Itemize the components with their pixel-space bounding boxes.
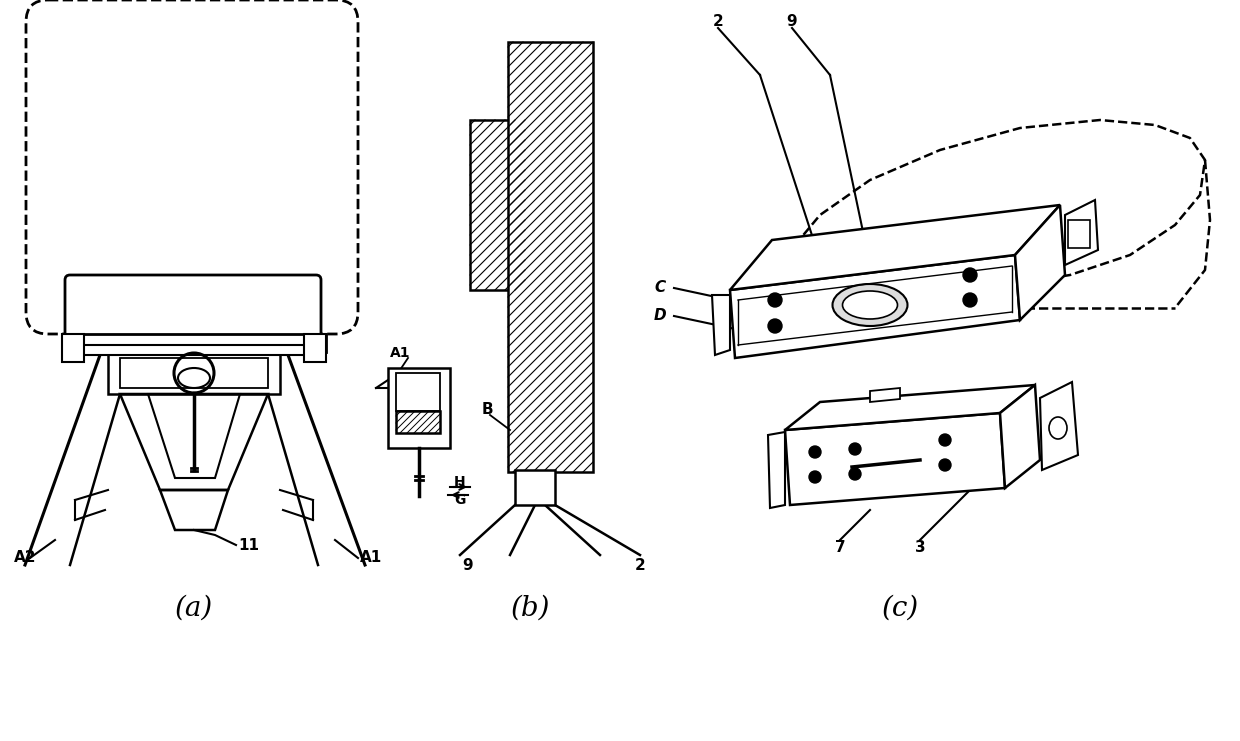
Text: H: H [454,475,466,489]
Circle shape [849,468,861,480]
Polygon shape [999,385,1040,488]
Polygon shape [870,388,900,402]
Circle shape [939,459,951,471]
Text: A1: A1 [360,551,382,565]
Ellipse shape [832,284,908,326]
Text: (a): (a) [175,594,213,622]
Polygon shape [1040,382,1078,470]
Bar [515,470,556,505]
Text: A1: A1 [389,346,410,360]
Polygon shape [1065,200,1097,265]
Text: G: G [454,493,466,507]
Polygon shape [785,413,1004,505]
Circle shape [768,293,782,307]
Bar [304,334,326,362]
Circle shape [849,443,861,455]
Bar [81,345,308,355]
Bar [108,352,280,394]
Polygon shape [768,432,785,508]
Polygon shape [785,385,1035,430]
Bar [396,373,440,411]
Polygon shape [712,295,730,355]
Text: 9: 9 [786,15,797,30]
Text: D: D [653,308,666,324]
Ellipse shape [842,291,898,319]
Circle shape [963,268,977,282]
Circle shape [939,434,951,446]
Circle shape [768,319,782,333]
Bar [1068,220,1090,248]
FancyBboxPatch shape [64,275,321,350]
Bar [388,368,450,448]
Text: B: B [481,402,492,417]
Circle shape [963,293,977,307]
Text: 2: 2 [713,15,723,30]
Text: 7: 7 [835,540,846,556]
Bar [508,42,593,472]
FancyBboxPatch shape [26,0,358,334]
Polygon shape [730,205,1060,290]
Polygon shape [1016,205,1065,320]
Text: 11: 11 [238,537,259,553]
Circle shape [808,471,821,483]
Ellipse shape [1049,417,1066,439]
Text: 2: 2 [635,557,645,573]
Text: (b): (b) [510,594,549,622]
Bar [470,120,525,290]
Circle shape [808,446,821,458]
Bar [396,411,440,433]
Text: 9: 9 [463,557,474,573]
Text: A2: A2 [14,551,36,565]
Text: C: C [655,281,666,296]
Text: 3: 3 [915,540,925,556]
Text: (c): (c) [882,594,919,622]
Bar [62,334,84,362]
Polygon shape [730,255,1021,358]
Bar [62,334,326,352]
Bar [120,358,268,388]
